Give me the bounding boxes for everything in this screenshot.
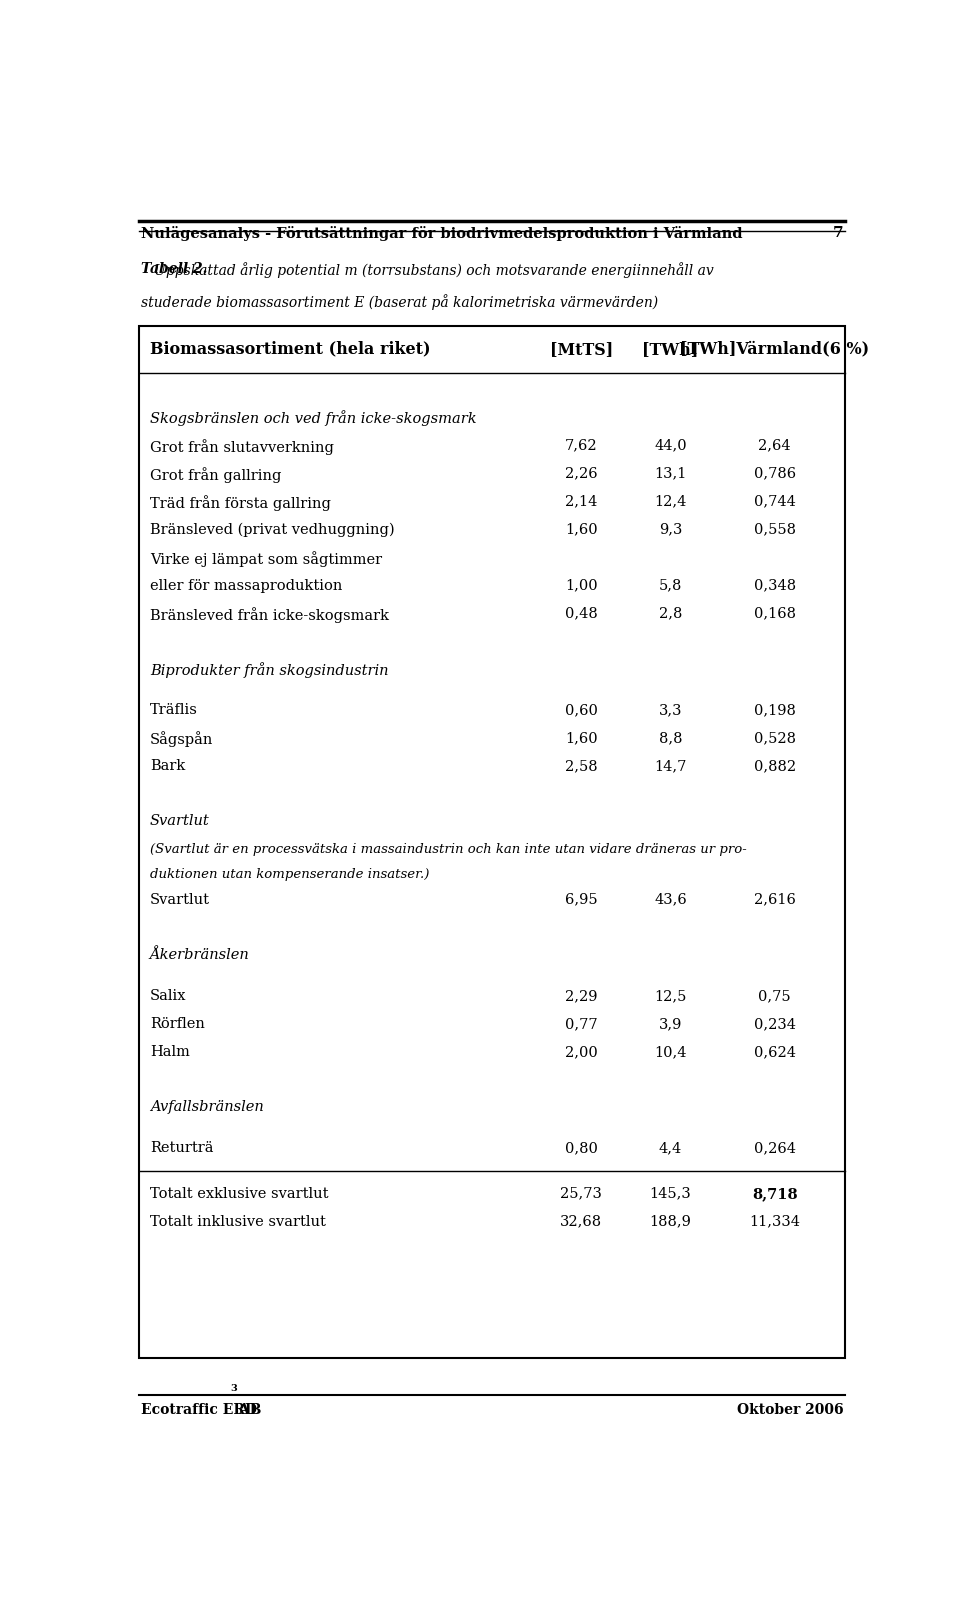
Text: 188,9: 188,9 [650, 1214, 691, 1228]
Text: 43,6: 43,6 [654, 893, 687, 905]
Text: Svartlut: Svartlut [150, 813, 209, 828]
Text: Skogsbränslen och ved från icke-skogsmark: Skogsbränslen och ved från icke-skogsmar… [150, 410, 476, 426]
FancyBboxPatch shape [138, 326, 846, 1357]
Text: 10,4: 10,4 [655, 1044, 686, 1059]
Text: Grot från slutavverkning: Grot från slutavverkning [150, 439, 334, 455]
Text: 3,9: 3,9 [659, 1017, 683, 1030]
Text: 0,48: 0,48 [564, 607, 598, 620]
Text: 0,624: 0,624 [754, 1044, 796, 1059]
Text: Totalt inklusive svartlut: Totalt inklusive svartlut [150, 1214, 325, 1228]
Text: 8,718: 8,718 [752, 1186, 798, 1201]
Text: 3: 3 [230, 1383, 237, 1391]
Text: Sågspån: Sågspån [150, 731, 213, 746]
Text: 2,14: 2,14 [565, 494, 597, 508]
Text: Virke ej lämpat som sågtimmer: Virke ej lämpat som sågtimmer [150, 550, 382, 567]
Text: 7,62: 7,62 [565, 439, 597, 452]
Text: 0,198: 0,198 [754, 702, 796, 717]
Text: Bränsleved från icke-skogsmark: Bränsleved från icke-skogsmark [150, 607, 389, 621]
Text: Biprodukter från skogsindustrin: Biprodukter från skogsindustrin [150, 662, 388, 678]
Text: 11,334: 11,334 [749, 1214, 801, 1228]
Text: 0,786: 0,786 [754, 466, 796, 481]
Text: Åkerbränslen: Åkerbränslen [150, 947, 250, 962]
Text: Oktober 2006: Oktober 2006 [736, 1401, 843, 1415]
Text: Biomassasortiment (hela riket): Biomassasortiment (hela riket) [150, 341, 430, 357]
Text: 12,4: 12,4 [655, 494, 686, 508]
Text: studerade biomassasortiment E (baserat på kalorimetriska värmevärden): studerade biomassasortiment E (baserat p… [141, 294, 658, 310]
Text: 0,744: 0,744 [754, 494, 796, 508]
Text: 2,29: 2,29 [565, 988, 597, 1002]
Text: duktionen utan kompenserande insatser.): duktionen utan kompenserande insatser.) [150, 867, 429, 880]
Text: 0,168: 0,168 [754, 607, 796, 620]
Text: Grot från gallring: Grot från gallring [150, 466, 281, 483]
Text: 6,95: 6,95 [565, 893, 597, 905]
Text: 0,60: 0,60 [564, 702, 598, 717]
Text: 0,234: 0,234 [754, 1017, 796, 1030]
Text: Tabell 2.: Tabell 2. [141, 261, 207, 276]
Text: 1,00: 1,00 [565, 578, 597, 592]
Text: Returträ: Returträ [150, 1141, 213, 1154]
Text: 0,77: 0,77 [565, 1017, 597, 1030]
Text: [MtTS]: [MtTS] [550, 341, 612, 357]
Text: 14,7: 14,7 [655, 759, 686, 773]
Text: [TWh]Värmland(6 %): [TWh]Värmland(6 %) [680, 341, 870, 357]
Text: 9,3: 9,3 [659, 523, 683, 536]
Text: 8,8: 8,8 [659, 731, 683, 744]
Text: 0,558: 0,558 [754, 523, 796, 536]
Text: eller för massaproduktion: eller för massaproduktion [150, 578, 342, 592]
Text: 1,60: 1,60 [565, 731, 597, 744]
Text: (Svartlut är en processvätska i massaindustrin och kan inte utan vidare dräneras: (Svartlut är en processvätska i massaind… [150, 843, 747, 855]
Text: Avfallsbränslen: Avfallsbränslen [150, 1099, 263, 1114]
Text: Uppskattad årlig potential m (torrsubstans) och motsvarande energiinnehåll av: Uppskattad årlig potential m (torrsubsta… [141, 261, 713, 278]
Text: Totalt exklusive svartlut: Totalt exklusive svartlut [150, 1186, 328, 1201]
Text: 32,68: 32,68 [561, 1214, 602, 1228]
Text: 0,882: 0,882 [754, 759, 796, 773]
Text: 44,0: 44,0 [655, 439, 686, 452]
Text: [TWh]: [TWh] [642, 341, 699, 357]
Text: 25,73: 25,73 [561, 1186, 602, 1201]
Text: 2,00: 2,00 [564, 1044, 598, 1059]
Text: Ecotraffic ERD: Ecotraffic ERD [141, 1401, 257, 1415]
Text: 4,4: 4,4 [659, 1141, 683, 1154]
Text: Salix: Salix [150, 988, 186, 1002]
Text: 2,58: 2,58 [565, 759, 597, 773]
Text: Rörflen: Rörflen [150, 1017, 204, 1030]
Text: Svartlut: Svartlut [150, 893, 209, 905]
Text: 2,8: 2,8 [659, 607, 683, 620]
Text: 0,75: 0,75 [758, 988, 791, 1002]
Text: Bark: Bark [150, 759, 185, 773]
Text: Träd från första gallring: Träd från första gallring [150, 494, 330, 510]
Text: 5,8: 5,8 [659, 578, 683, 592]
Text: 12,5: 12,5 [655, 988, 686, 1002]
Text: 0,80: 0,80 [564, 1141, 598, 1154]
Text: 0,264: 0,264 [754, 1141, 796, 1154]
Text: 2,64: 2,64 [758, 439, 791, 452]
Text: 0,528: 0,528 [754, 731, 796, 744]
Text: Nulägesanalys - Förutsättningar för biodrivmedelsproduktion i Värmland: Nulägesanalys - Förutsättningar för biod… [141, 226, 742, 240]
Text: Träflis: Träflis [150, 702, 198, 717]
Text: 7: 7 [832, 226, 843, 239]
Text: Halm: Halm [150, 1044, 190, 1059]
Text: 2,616: 2,616 [754, 893, 796, 905]
Text: Bränsleved (privat vedhuggning): Bränsleved (privat vedhuggning) [150, 523, 395, 537]
Text: 2,26: 2,26 [565, 466, 597, 481]
Text: AB: AB [234, 1401, 261, 1415]
Text: 0,348: 0,348 [754, 578, 796, 592]
Text: 13,1: 13,1 [655, 466, 686, 481]
Text: 1,60: 1,60 [565, 523, 597, 536]
Text: 3,3: 3,3 [659, 702, 683, 717]
Text: 145,3: 145,3 [650, 1186, 691, 1201]
